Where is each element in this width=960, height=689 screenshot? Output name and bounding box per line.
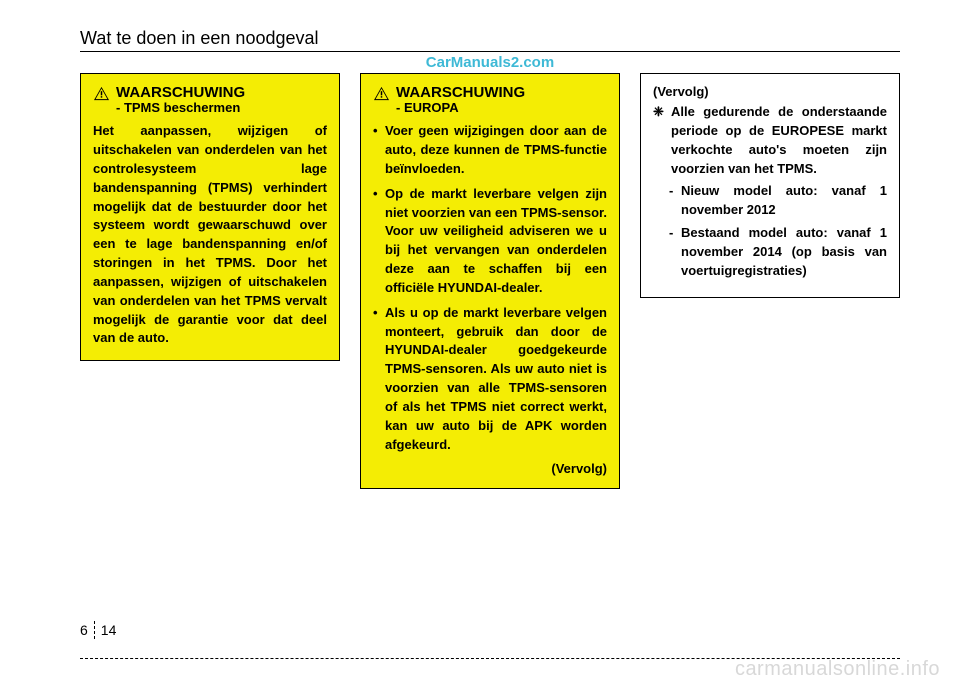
- warning-triangle-icon: [373, 86, 390, 101]
- continuation-head: (Vervolg): [653, 84, 887, 99]
- warning-box-tpms: WAARSCHUWING - TPMS beschermen Het aanpa…: [80, 73, 340, 361]
- manual-page: Wat te doen in een noodgeval CarManuals2…: [0, 0, 960, 689]
- page-number-block: 6 14: [80, 621, 120, 639]
- watermark-bottom: carmanualsonline.info: [735, 658, 940, 681]
- watermark-top: CarManuals2.com: [80, 54, 900, 71]
- section-title: Wat te doen in een noodgeval: [80, 28, 900, 49]
- warning-triangle-icon: [93, 86, 110, 101]
- flower-bullet-icon: ❈: [653, 103, 664, 122]
- column-3: (Vervolg) ❈ Alle gedurende de onderstaan…: [640, 73, 900, 298]
- warning-subtitle: - TPMS beschermen: [116, 101, 245, 116]
- page-header: Wat te doen in een noodgeval: [80, 28, 900, 52]
- header-rule: [80, 51, 900, 52]
- continuation-main-item: ❈ Alle gedurende de onderstaande periode…: [653, 103, 887, 178]
- warning-bullet-list: Voer geen wijzigingen door aan de auto, …: [373, 122, 607, 454]
- list-item: Op de markt leverbare velgen zijn niet v…: [373, 185, 607, 298]
- continuation-sub-text: Bestaand model auto: vanaf 1 november 20…: [681, 225, 887, 278]
- warning-title: WAARSCHUWING: [116, 84, 245, 101]
- content-columns: WAARSCHUWING - TPMS beschermen Het aanpa…: [80, 73, 900, 489]
- warning-heading: WAARSCHUWING - TPMS beschermen: [93, 84, 327, 116]
- warning-subtitle: - EUROPA: [396, 101, 525, 116]
- warning-title-block: WAARSCHUWING - TPMS beschermen: [116, 84, 245, 116]
- continuation-box: (Vervolg) ❈ Alle gedurende de onderstaan…: [640, 73, 900, 298]
- page-footer: 6 14: [80, 639, 900, 659]
- continuation-sub-item: - Nieuw model auto: vanaf 1 november 201…: [653, 182, 887, 220]
- section-number: 6: [80, 621, 95, 639]
- warning-body: Het aanpassen, wijzigen of uitschakelen …: [93, 122, 327, 348]
- page-number: 14: [95, 621, 117, 639]
- column-2: WAARSCHUWING - EUROPA Voer geen wijzigin…: [360, 73, 620, 489]
- dash-icon: -: [669, 224, 673, 243]
- column-1: WAARSCHUWING - TPMS beschermen Het aanpa…: [80, 73, 340, 361]
- dash-icon: -: [669, 182, 673, 201]
- warning-title: WAARSCHUWING: [396, 84, 525, 101]
- continuation-main-text: Alle gedurende de onderstaande periode o…: [671, 104, 887, 176]
- continuation-sub-text: Nieuw model auto: vanaf 1 november 2012: [681, 183, 887, 217]
- warning-heading: WAARSCHUWING - EUROPA: [373, 84, 607, 116]
- continuation-body: ❈ Alle gedurende de onderstaande periode…: [653, 103, 887, 281]
- warning-box-europa: WAARSCHUWING - EUROPA Voer geen wijzigin…: [360, 73, 620, 489]
- list-item: Als u op de markt leverbare velgen monte…: [373, 304, 607, 455]
- list-item: Voer geen wijzigingen door aan de auto, …: [373, 122, 607, 179]
- warning-title-block: WAARSCHUWING - EUROPA: [396, 84, 525, 116]
- continuation-sub-item: - Bestaand model auto: vanaf 1 november …: [653, 224, 887, 281]
- continued-label: (Vervolg): [373, 461, 607, 476]
